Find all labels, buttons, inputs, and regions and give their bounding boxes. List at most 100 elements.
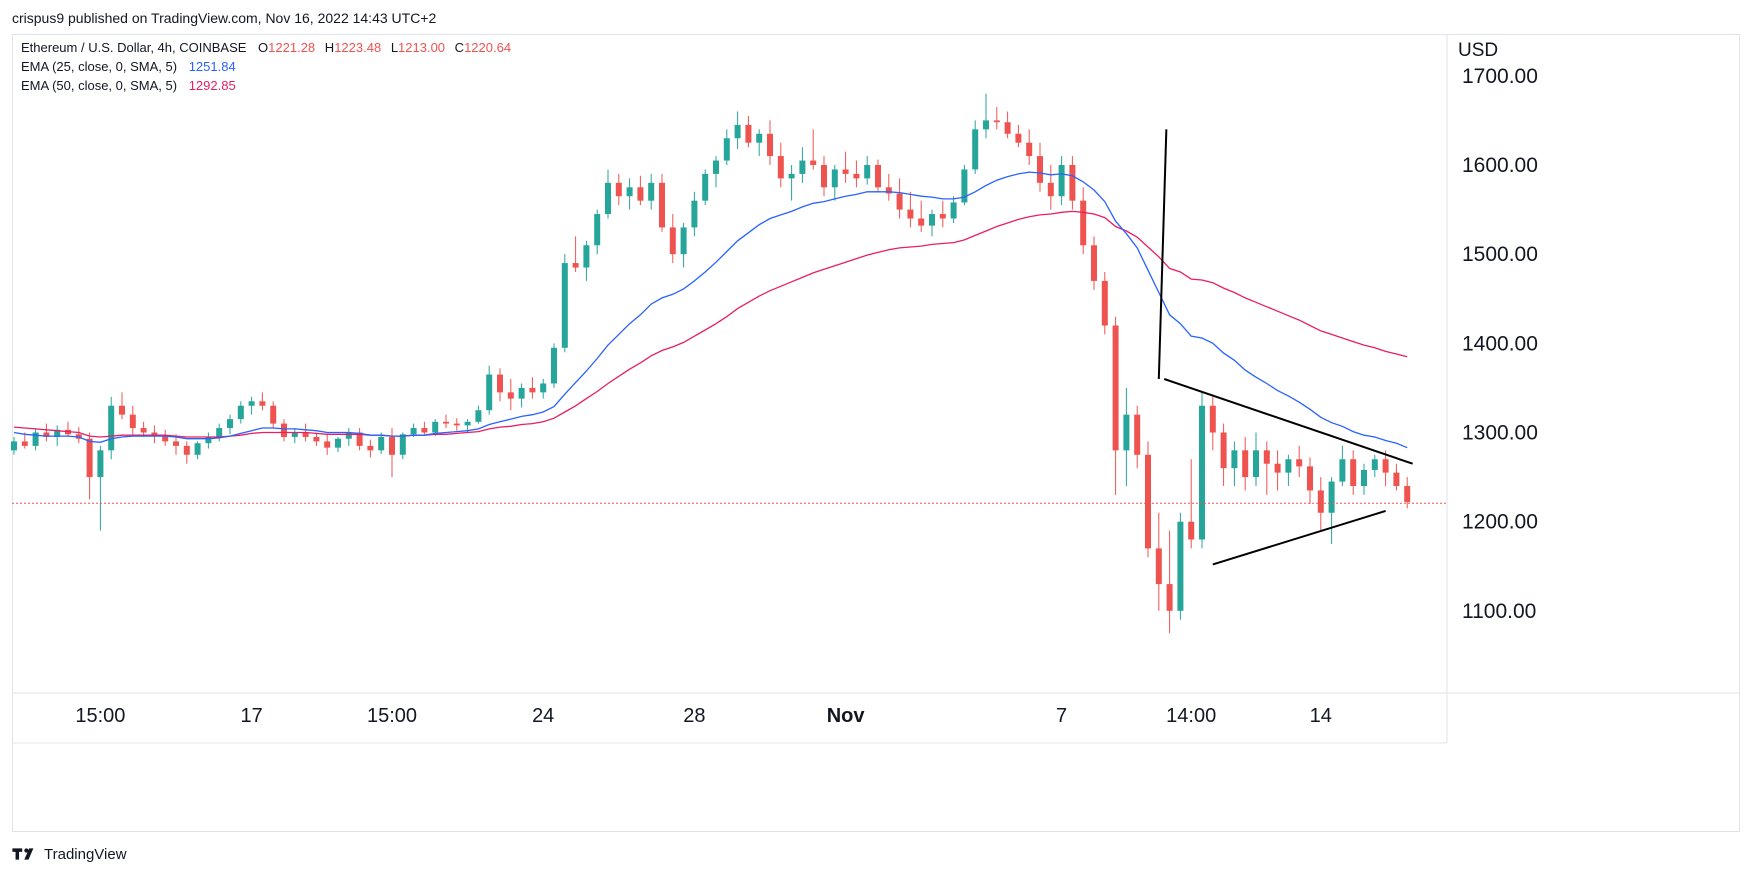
ema25-line[interactable] [13,171,1408,449]
candle[interactable] [21,432,28,449]
candle[interactable] [1004,111,1011,139]
candle[interactable] [1026,129,1033,165]
candle[interactable] [993,107,1000,130]
candle[interactable] [183,441,190,464]
candle[interactable] [669,214,676,264]
candle[interactable] [821,156,827,197]
candle[interactable] [486,365,493,415]
candle[interactable] [961,165,968,206]
candle[interactable] [1253,432,1259,487]
candle[interactable] [399,432,406,460]
candle[interactable] [453,418,460,431]
candle[interactable] [270,401,277,429]
candle[interactable] [1080,187,1087,255]
candle[interactable] [831,165,838,201]
candle[interactable] [97,445,104,531]
candle[interactable] [86,432,93,500]
lower-triangle-line[interactable] [1212,510,1386,566]
candle[interactable] [1328,477,1335,544]
candle[interactable] [1134,405,1141,469]
candle[interactable] [929,209,935,237]
candle[interactable] [1069,156,1076,210]
candle[interactable] [1209,396,1216,451]
candle[interactable] [518,383,525,408]
candle[interactable] [194,441,201,460]
candle[interactable] [497,368,503,402]
candle[interactable] [259,392,266,411]
candle[interactable] [1393,463,1400,491]
candle[interactable] [615,173,622,206]
candle[interactable] [1145,441,1151,558]
candle[interactable] [1188,459,1195,549]
candle[interactable] [583,240,590,281]
candle[interactable] [1177,512,1184,620]
candle[interactable] [1155,512,1162,611]
candle[interactable] [1015,124,1022,148]
candle[interactable] [756,129,763,157]
candle[interactable] [767,120,773,165]
candle[interactable] [227,414,233,435]
candle[interactable] [216,423,223,442]
candle[interactable] [324,434,331,455]
candle[interactable] [421,421,428,435]
candle[interactable] [335,436,341,453]
candle[interactable] [1350,450,1357,495]
candle[interactable] [1112,316,1119,495]
candle[interactable] [605,169,611,219]
candle[interactable] [1296,445,1303,478]
candle[interactable] [842,151,849,183]
candle[interactable] [1371,454,1378,478]
candle[interactable] [1199,392,1205,549]
candle[interactable] [1317,477,1324,531]
candle[interactable] [1361,463,1367,495]
candle[interactable] [291,428,298,444]
candle[interactable] [810,129,817,170]
candle[interactable] [1166,530,1173,634]
candle[interactable] [551,343,557,388]
candle[interactable] [1058,156,1065,206]
candle[interactable] [313,432,320,446]
tradingview-brand[interactable]: TradingView [44,845,127,863]
candle[interactable] [885,173,892,201]
candle[interactable] [1274,450,1281,491]
candle[interactable] [659,173,665,232]
candle[interactable] [691,191,698,237]
candle[interactable] [367,439,374,458]
candle[interactable] [745,115,752,148]
candle[interactable] [540,379,547,399]
candle[interactable] [11,436,17,455]
candle[interactable] [713,156,719,188]
candle[interactable] [162,429,169,446]
candle[interactable] [75,427,82,444]
candle[interactable] [777,142,784,188]
candle[interactable] [637,175,644,206]
candle[interactable] [1307,457,1313,504]
candle[interactable] [119,392,125,420]
candle[interactable] [1382,450,1389,486]
candle[interactable] [907,191,914,228]
candle[interactable] [896,178,903,219]
candle[interactable] [1101,272,1108,335]
candle[interactable] [983,93,989,139]
candle[interactable] [529,377,536,399]
tradingview-logo-icon[interactable] [12,847,38,861]
candle[interactable] [734,111,741,149]
candle[interactable] [702,169,709,206]
candle[interactable] [572,236,579,272]
candle[interactable] [237,401,244,424]
candle[interactable] [248,396,255,415]
candle[interactable] [853,160,860,188]
candle[interactable] [680,222,687,268]
ema50-line[interactable] [13,210,1408,438]
candle[interactable] [32,428,39,451]
candle[interactable] [173,434,179,455]
candle[interactable] [1339,445,1346,486]
candle[interactable] [864,156,871,185]
candle[interactable] [1037,142,1043,192]
candle[interactable] [507,379,514,411]
candle[interactable] [1404,477,1411,509]
candle[interactable] [140,421,147,437]
candle[interactable] [345,428,352,446]
candle[interactable] [65,421,71,437]
